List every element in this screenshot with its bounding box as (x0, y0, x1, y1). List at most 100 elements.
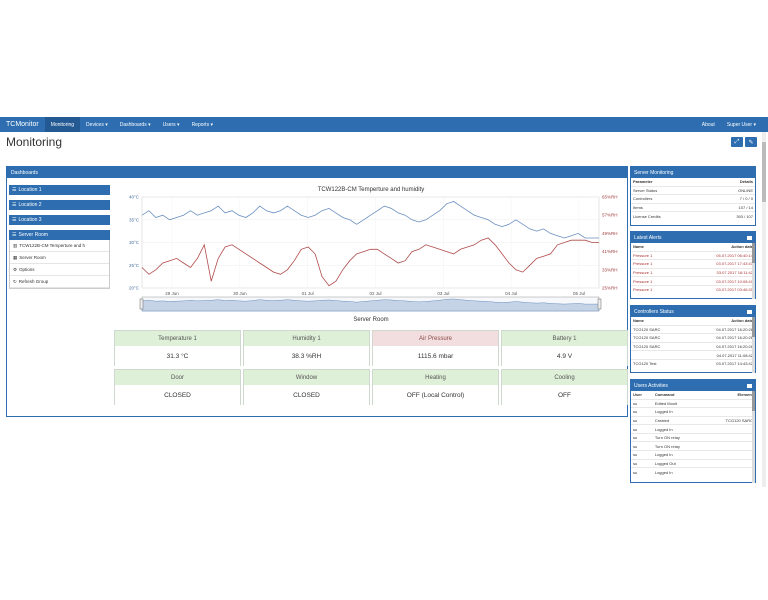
users-activities-header: Users Activities (631, 380, 755, 391)
table-row[interactable]: su Logged Out (631, 458, 755, 468)
y-left-tick-label: 30°C (129, 240, 140, 245)
table-row[interactable]: 04.07.2017 11:08:42 (631, 350, 755, 360)
scroll-thumb[interactable] (752, 391, 755, 411)
cell: TCG120 SARC (631, 341, 685, 351)
location-1-button[interactable]: ☰ Location 1 (9, 185, 110, 195)
server-monitoring-header: Server Monitoring (631, 167, 755, 178)
location-2-button[interactable]: ☰ Location 2 (9, 200, 110, 210)
nav-devices[interactable]: Devices ▾ (86, 121, 108, 128)
y-right-tick-label: 25%RH (602, 286, 618, 291)
table-row[interactable]: su Created TCG120 SARC (631, 415, 755, 425)
table-row[interactable]: su Logged In (631, 407, 755, 417)
expand-button[interactable]: ⤢ (731, 137, 743, 147)
table-row[interactable]: su Logged In (631, 467, 755, 477)
chart-canvas: 20°C 25°C 30°C 35°C 40°C 25%RH 33%RH 41%RH 49%RH… (129, 195, 618, 312)
table-row[interactable]: su Logged In (631, 450, 755, 460)
cell: su (631, 415, 653, 425)
alerts-scrollbar[interactable] (752, 243, 755, 299)
nav-reports[interactable]: Reports ▾ (191, 121, 213, 128)
cell: Controllers (631, 194, 706, 204)
submenu-label: Server Room (19, 255, 46, 260)
controllers-status-table: Name Action date TCG120 SARC 04.07.2017 16… (631, 317, 755, 368)
table-row: Items 107 / 14 (631, 202, 755, 212)
table-row[interactable]: Pressure 1 05.07.2017 06:40:14 (631, 250, 755, 260)
sensor-value: CLOSED (115, 385, 240, 406)
sensor-tile[interactable]: Battery 1 4.9 V (501, 330, 628, 367)
server-monitoring-panel: Server Monitoring Parameter Details Serve… (630, 166, 756, 226)
sensor-tile[interactable]: Door CLOSED (114, 369, 241, 406)
y-right-tick-label: 65%RH (602, 195, 618, 200)
y-right-tick-label: 33%RH (602, 267, 618, 272)
temp-humidity-chart: TCW122B-CM Temperture and humidity 20°C 2… (114, 187, 628, 313)
cell: su (631, 424, 653, 434)
settings-button[interactable]: ✎ (745, 137, 757, 147)
page-title: Monitoring (6, 135, 63, 149)
cell: 03.07.2017 14:43:42 (684, 358, 755, 368)
location-label: Location 2 (18, 202, 42, 208)
sensor-tile[interactable]: Cooling OFF (501, 369, 628, 406)
table-row[interactable]: su Turn ON relay (631, 441, 755, 451)
table-row: Controllers 7 / 0 / 0 (631, 194, 755, 204)
nav-user-menu[interactable]: Super User ▾ (726, 121, 756, 128)
controllers-status-header: Controllers Status (631, 306, 755, 317)
collapse-icon[interactable] (747, 235, 752, 240)
table-row[interactable]: TCG120 SARC 04.07.2017 16:20:28 (631, 341, 755, 351)
sensor-tile[interactable]: Temperature 1 31.3 °C (114, 330, 241, 367)
location-label: Location 1 (18, 187, 42, 193)
table-row[interactable]: TCG120 Test 03.07.2017 14:43:42 (631, 358, 755, 368)
location-3-button[interactable]: ☰ Location 3 (9, 215, 110, 225)
brand-link[interactable]: TCMonitor (6, 121, 39, 128)
table-row[interactable]: Pressure 1 03.07.2017 03:46:31 (631, 284, 755, 294)
sensor-tile[interactable]: Window CLOSED (243, 369, 370, 406)
x-tick-label: 30 Jun (233, 291, 247, 296)
scroll-thumb[interactable] (752, 243, 755, 263)
controllers-scrollbar[interactable] (752, 317, 755, 373)
table-row[interactable]: su Edited Monit (631, 398, 755, 408)
cell: 7 / 0 / 0 (705, 194, 755, 204)
sensor-tile[interactable]: Heating OFF (Local Control) (372, 369, 499, 406)
nav-dashboards[interactable]: Dashboards ▾ (119, 121, 151, 128)
sensor-value: 4.9 V (502, 346, 627, 367)
top-navbar: TCMonitor Monitoring Devices ▾ Dashboard… (0, 117, 768, 132)
submenu-chart[interactable]: ▥ TCW122B-CM Temperture and h (10, 240, 109, 252)
page-scroll-thumb[interactable] (762, 142, 766, 202)
cell: Pressure 1 (631, 267, 677, 277)
submenu-options[interactable]: ⚙ Options (10, 264, 109, 276)
cell: TCG120 Test (631, 358, 685, 368)
sensor-label: Door (115, 370, 240, 385)
table-row[interactable]: TCG120 SARC 04.07.2017 16:20:28 (631, 324, 755, 334)
collapse-icon[interactable] (747, 309, 752, 314)
sensor-label: Humidity 1 (244, 331, 369, 346)
sensor-tile[interactable]: Humidity 1 38.3 %RH (243, 330, 370, 367)
table-row[interactable]: TCG120 SARC 04.07.2017 16:20:28 (631, 333, 755, 343)
series-line-1 (141, 237, 599, 287)
submenu-label: TCW122B-CM Temperture and h (19, 243, 85, 248)
server-room-button[interactable]: ☰ Server Room (9, 230, 110, 240)
activities-scrollbar[interactable] (752, 391, 755, 483)
y-left-tick-label: 25°C (129, 263, 140, 268)
submenu-server-room[interactable]: ▦ Server Room (10, 252, 109, 264)
cell (701, 450, 755, 460)
cell: su (631, 467, 653, 477)
table-row[interactable]: Pressure 1 03.07.2017 10:08:41 (631, 276, 755, 286)
table-row[interactable]: su Turn ON relay (631, 432, 755, 442)
chart-icon: ▥ (13, 242, 18, 248)
nav-monitoring[interactable]: Monitoring (44, 117, 81, 132)
nav-about[interactable]: About (701, 121, 715, 128)
cell (701, 424, 755, 434)
table-row[interactable]: Pressure 1 03.07.2017 16:11:42 (631, 267, 755, 277)
latest-alerts-table: Name Action date Pressure 1 05.07.2017 06:… (631, 243, 755, 294)
cell: Edited Monit (652, 398, 702, 408)
list-icon: ☰ (12, 217, 17, 223)
submenu-refresh-group[interactable]: ↻ Refresh Group (10, 276, 109, 288)
collapse-icon[interactable] (747, 383, 752, 388)
scroll-thumb[interactable] (752, 317, 755, 337)
cell (701, 432, 755, 442)
nav-users[interactable]: Users ▾ (162, 121, 180, 128)
cell (701, 398, 755, 408)
sensor-tile[interactable]: Air Pressure 1115.6 mbar (372, 330, 499, 367)
page-scrollbar[interactable] (762, 132, 766, 487)
cell: TCG120 SARC (631, 324, 685, 334)
table-row[interactable]: su Logged In (631, 424, 755, 434)
table-row[interactable]: Pressure 1 03.07.2017 17:43:43 (631, 259, 755, 269)
